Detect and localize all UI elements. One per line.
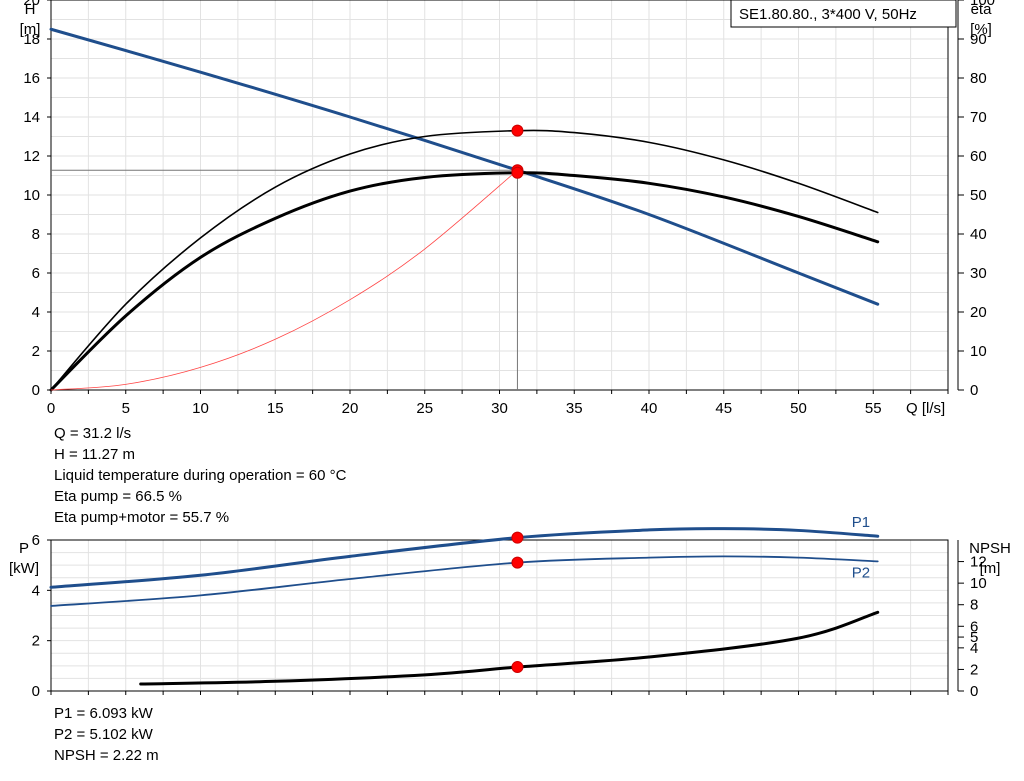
y2-tick-label: 60 <box>970 148 987 165</box>
y-tick-label: 10 <box>23 187 40 204</box>
series-p1-line <box>49 527 880 589</box>
y-tick-label: 12 <box>23 148 40 165</box>
operating-point-info: Q = 31.2 l/s H = 11.27 m Liquid temperat… <box>54 423 346 528</box>
y-tick-label: 14 <box>23 109 40 126</box>
y2-axis-label: [%] <box>970 21 992 38</box>
x-tick-label: 30 <box>491 400 508 417</box>
series-3-line <box>49 171 880 392</box>
operating-point-marker <box>511 661 524 674</box>
eta-pump-text: Eta pump = 66.5 % <box>54 488 182 505</box>
chart-title: SE1.80.80., 3*400 V, 50Hz <box>739 6 917 23</box>
y-tick-label: 0 <box>32 382 40 399</box>
x-tick-label: 0 <box>47 400 55 417</box>
y2-axis-label: [m] <box>980 560 1001 577</box>
chart-1-group <box>47 0 964 394</box>
operating-point-marker <box>511 124 524 137</box>
y-tick-label: 18 <box>23 31 40 48</box>
y2-tick-label: 0 <box>970 683 978 700</box>
x-tick-label: 50 <box>790 400 807 417</box>
y-tick-label: 8 <box>32 226 40 243</box>
y2-axis-label: NPSH <box>969 540 1011 557</box>
y2-tick-label: 100 <box>970 0 995 9</box>
x-tick-label: 55 <box>865 400 882 417</box>
series-label-p1: P1 <box>852 514 870 531</box>
series-2-line <box>50 129 879 391</box>
series-label-p2: P2 <box>852 564 870 581</box>
y2-tick-label: 5 <box>970 629 978 646</box>
x-tick-label: 20 <box>342 400 359 417</box>
y-tick-label: 16 <box>23 70 40 87</box>
x-tick-label: 40 <box>641 400 658 417</box>
y-tick-label: 20 <box>23 0 40 9</box>
head-value-text: H = 11.27 m <box>54 446 136 463</box>
flow-value-text: Q = 31.2 l/s <box>54 425 132 442</box>
y2-tick-label: 2 <box>970 661 978 678</box>
y-axis-label: H <box>25 1 36 18</box>
y2-tick-label: 4 <box>970 640 978 657</box>
y2-tick-label: 40 <box>970 226 987 243</box>
npsh-value-text: NPSH = 2.22 m <box>54 747 159 764</box>
x-tick-label: 25 <box>416 400 433 417</box>
y-axis-label: [kW] <box>9 560 39 577</box>
p2-value-text: P2 = 5.102 kW <box>54 726 153 743</box>
y-axis-label: P <box>19 540 29 557</box>
y-tick-label: 2 <box>32 343 40 360</box>
y2-tick-label: 20 <box>970 304 987 321</box>
y-tick-label: 4 <box>32 304 40 321</box>
eta-pump-motor-text: Eta pump+motor = 55.7 % <box>54 509 230 526</box>
x-tick-label: 45 <box>715 400 732 417</box>
y-axis-label: [m] <box>20 21 41 38</box>
operating-point-marker <box>511 556 524 569</box>
chart-2-group: P1 P2 <box>47 514 964 695</box>
y-tick-label: 2 <box>32 633 40 650</box>
y2-tick-label: 90 <box>970 31 987 48</box>
y-tick-label: 0 <box>32 683 40 700</box>
liquid-temperature-text: Liquid temperature during operation = 60… <box>54 467 347 484</box>
y2-tick-label: 50 <box>970 187 987 204</box>
y2-tick-label: 0 <box>970 382 978 399</box>
y-tick-label: 4 <box>32 582 40 599</box>
y2-tick-label: 10 <box>970 343 987 360</box>
x-tick-label: 15 <box>267 400 284 417</box>
x-tick-label: 35 <box>566 400 583 417</box>
y2-tick-label: 8 <box>970 597 978 614</box>
y2-axis-label: eta <box>971 1 993 18</box>
p1-value-text: P1 = 6.093 kW <box>54 705 153 722</box>
y2-tick-label: 30 <box>970 265 987 282</box>
y2-tick-label: 6 <box>970 618 978 635</box>
y-tick-label: 6 <box>32 532 40 549</box>
series-p2-line <box>50 555 879 607</box>
series-1-line <box>49 27 880 306</box>
y2-tick-label: 12 <box>970 554 987 571</box>
y2-tick-label: 70 <box>970 109 987 126</box>
y2-tick-label: 10 <box>970 575 987 592</box>
chart-title-box <box>730 0 957 28</box>
y2-tick-label: 80 <box>970 70 987 87</box>
power-info: P1 = 6.093 kW P2 = 5.102 kW NPSH = 2.22 … <box>54 703 159 766</box>
y-tick-label: 6 <box>32 265 40 282</box>
series-4-line <box>50 169 518 391</box>
series-3-line <box>139 610 880 686</box>
x-tick-label: 10 <box>192 400 209 417</box>
operating-point-marker <box>511 531 524 544</box>
x-tick-label: 5 <box>122 400 130 417</box>
operating-point-marker <box>511 166 524 179</box>
x-axis-label: Q [l/s] <box>906 400 945 417</box>
